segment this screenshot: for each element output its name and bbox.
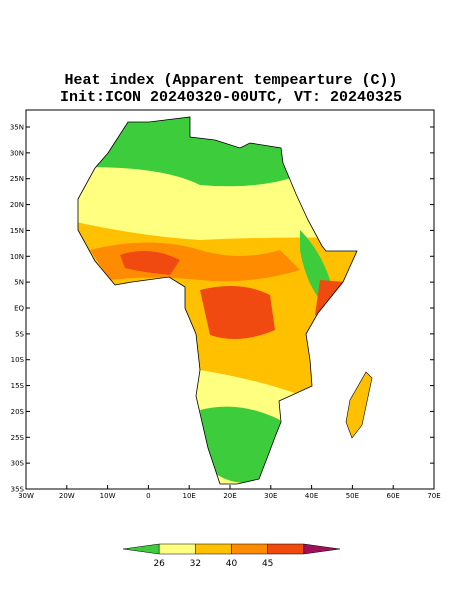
lon-label: 20W [59,492,75,500]
lat-label: 25N [10,175,24,183]
lat-axis: 35N 30N 25N 20N 15N 10N 5N EQ 5S 10S 15S 20S 25S 30S 3… [10,124,434,494]
lon-label: 10W [100,492,116,500]
lat-label: 15N [10,227,24,235]
lat-label: 5S [15,330,24,338]
title: Heat index (Apparent tempearture (C)) [64,72,397,89]
colorbar-swatch [195,543,232,555]
lat-label: 10N [10,253,24,261]
lat-label: 5N [14,279,24,287]
lon-axis: 30W 20W 10W 0 10E 20E 30E 40E 50E 60E 70E [18,485,441,500]
lon-label: 30E [264,492,277,500]
subtitle: Init:ICON 20240320-00UTC, VT: 20240325 [60,89,402,106]
colorbar-swatch [158,543,196,555]
lon-label: 40E [305,492,318,500]
lat-label: 20S [11,408,25,416]
lon-label: 20E [223,492,236,500]
lat-label: 25S [11,434,25,442]
lat-label: 10S [11,356,25,364]
lat-label: EQ [14,305,24,313]
lon-label: 30W [18,492,34,500]
lon-label: 70E [427,492,440,500]
lat-label: 20N [10,201,24,209]
colorbar-label: 45 [262,559,273,569]
colorbar-swatch [122,543,160,555]
lat-label: 30N [10,149,24,157]
colorbar-swatch [231,543,268,555]
colorbar-label: 32 [190,559,201,569]
lon-label: 50E [346,492,359,500]
lat-label: 15S [11,382,25,390]
lon-label: 0 [146,492,150,500]
lon-label: 60E [387,492,400,500]
lat-label: 35N [10,124,24,132]
colorbar-swatch [303,543,341,555]
colorbar: 26 32 40 45 [122,543,341,569]
lat-label: 30S [11,460,25,468]
colorbar-swatch [267,543,305,555]
colorbar-label: 40 [226,559,238,569]
lon-label: 10E [183,492,196,500]
lat-label: 35S [11,486,25,494]
colorbar-label: 26 [153,559,165,569]
madagascar [345,371,373,439]
